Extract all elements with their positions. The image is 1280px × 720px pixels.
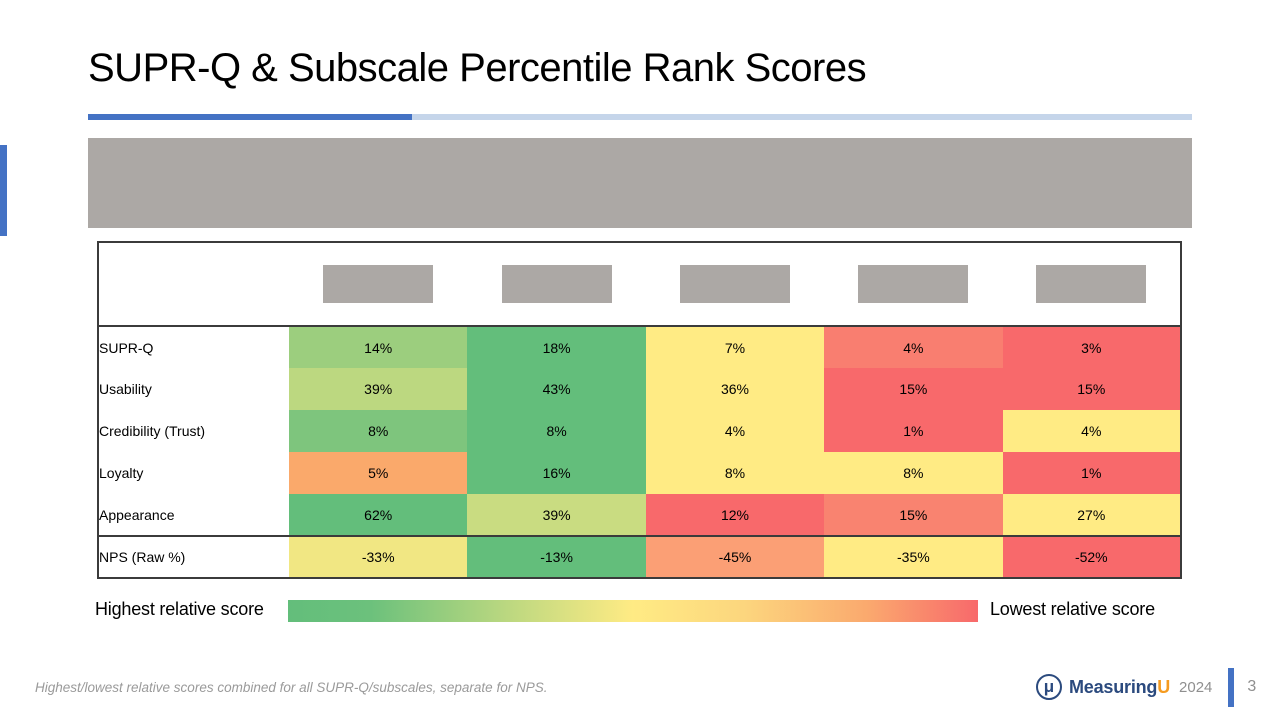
heatmap-cell: 8% bbox=[645, 452, 825, 494]
heatmap-cell: 15% bbox=[824, 494, 1003, 536]
heatmap-cell: -13% bbox=[467, 536, 646, 578]
row-label: Appearance bbox=[98, 494, 289, 536]
legend-lowest-label: Lowest relative score bbox=[990, 599, 1155, 619]
table-row: SUPR-Q 14% 18% 7% 4% 3% bbox=[98, 326, 1181, 368]
heatmap-cell: 1% bbox=[824, 410, 1003, 452]
table-row: Credibility (Trust) 8% 8% 4% 1% 4% bbox=[98, 410, 1181, 452]
heatmap-cell: -33% bbox=[289, 536, 468, 578]
heatmap-cell: 43% bbox=[467, 368, 646, 410]
year-label: 2024 bbox=[1179, 678, 1213, 696]
redacted-column-header bbox=[858, 265, 969, 303]
column-header bbox=[467, 242, 645, 326]
redacted-column-header bbox=[323, 265, 434, 303]
footer-divider-bar bbox=[1228, 667, 1235, 707]
column-header bbox=[646, 242, 824, 326]
logo-mu-glyph: μ bbox=[1043, 677, 1055, 696]
row-label: SUPR-Q bbox=[98, 326, 289, 368]
table-row: Usability 39% 43% 36% 15% 15% bbox=[98, 368, 1181, 410]
redacted-column-header bbox=[1036, 265, 1147, 303]
row-label: Credibility (Trust) bbox=[98, 410, 289, 452]
legend-highest-label: Highest relative score bbox=[95, 599, 264, 619]
heatmap-cell: 8% bbox=[467, 410, 646, 452]
heatmap-cell: 1% bbox=[1002, 452, 1181, 494]
heatmap-cell: 8% bbox=[289, 410, 468, 452]
table-row-nps: NPS (Raw %) -33% -13% -45% -35% -52% bbox=[98, 536, 1181, 578]
percentile-rank-table: SUPR-Q 14% 18% 7% 4% 3% Usability 39% 43… bbox=[97, 241, 1182, 579]
title-underline bbox=[88, 114, 1192, 120]
table-corner-cell bbox=[98, 242, 289, 326]
measuringu-logo-icon: μ bbox=[1036, 674, 1062, 700]
table-row: Loyalty 5% 16% 8% 8% 1% bbox=[98, 452, 1181, 494]
heatmap-cell: 16% bbox=[467, 452, 646, 494]
column-header bbox=[289, 242, 467, 326]
column-header bbox=[824, 242, 1002, 326]
heatmap-cell: 3% bbox=[1002, 326, 1181, 368]
heatmap-cell: 39% bbox=[467, 494, 646, 536]
heatmap-cell: 15% bbox=[824, 368, 1003, 410]
heatmap-cell: -52% bbox=[1002, 536, 1181, 578]
heatmap-cell: 4% bbox=[824, 326, 1003, 368]
heatmap-cell: 7% bbox=[645, 326, 825, 368]
brand-name: MeasuringU bbox=[1069, 677, 1170, 698]
footnote: Highest/lowest relative scores combined … bbox=[35, 680, 548, 695]
redacted-column-header bbox=[501, 265, 612, 303]
heatmap-cell: 14% bbox=[289, 326, 468, 368]
footer-brand-block: μ MeasuringU 2024 3 bbox=[1036, 667, 1256, 707]
table-header-row bbox=[98, 242, 1181, 326]
page-number: 3 bbox=[1247, 678, 1257, 695]
heatmap-cell: 4% bbox=[645, 410, 825, 452]
page-title: SUPR-Q & Subscale Percentile Rank Scores bbox=[88, 46, 867, 90]
redacted-column-header bbox=[679, 265, 790, 303]
brand-name-accent: U bbox=[1157, 676, 1171, 697]
left-accent-bar bbox=[0, 145, 7, 236]
heatmap-cell: 27% bbox=[1002, 494, 1181, 536]
heatmap-cell: 62% bbox=[289, 494, 468, 536]
heatmap-cell: 12% bbox=[645, 494, 825, 536]
color-gradient-bar bbox=[288, 600, 978, 622]
redacted-banner bbox=[88, 138, 1192, 228]
heatmap-cell: 8% bbox=[824, 452, 1003, 494]
heatmap-cell: 39% bbox=[289, 368, 468, 410]
heatmap-cell: 18% bbox=[467, 326, 646, 368]
title-underline-dark-segment bbox=[88, 114, 412, 120]
row-label: NPS (Raw %) bbox=[98, 536, 289, 578]
row-label: Loyalty bbox=[98, 452, 289, 494]
column-header bbox=[1003, 242, 1181, 326]
heatmap-cell: 5% bbox=[289, 452, 468, 494]
heatmap-cell: 15% bbox=[1002, 368, 1181, 410]
title-underline-light-segment bbox=[412, 114, 1192, 120]
heatmap-cell: -35% bbox=[824, 536, 1003, 578]
heatmap-cell: -45% bbox=[645, 536, 825, 578]
heatmap-cell: 4% bbox=[1002, 410, 1181, 452]
heatmap-cell: 36% bbox=[645, 368, 825, 410]
table-row: Appearance 62% 39% 12% 15% 27% bbox=[98, 494, 1181, 536]
brand-name-primary: Measuring bbox=[1069, 676, 1158, 697]
row-label: Usability bbox=[98, 368, 289, 410]
